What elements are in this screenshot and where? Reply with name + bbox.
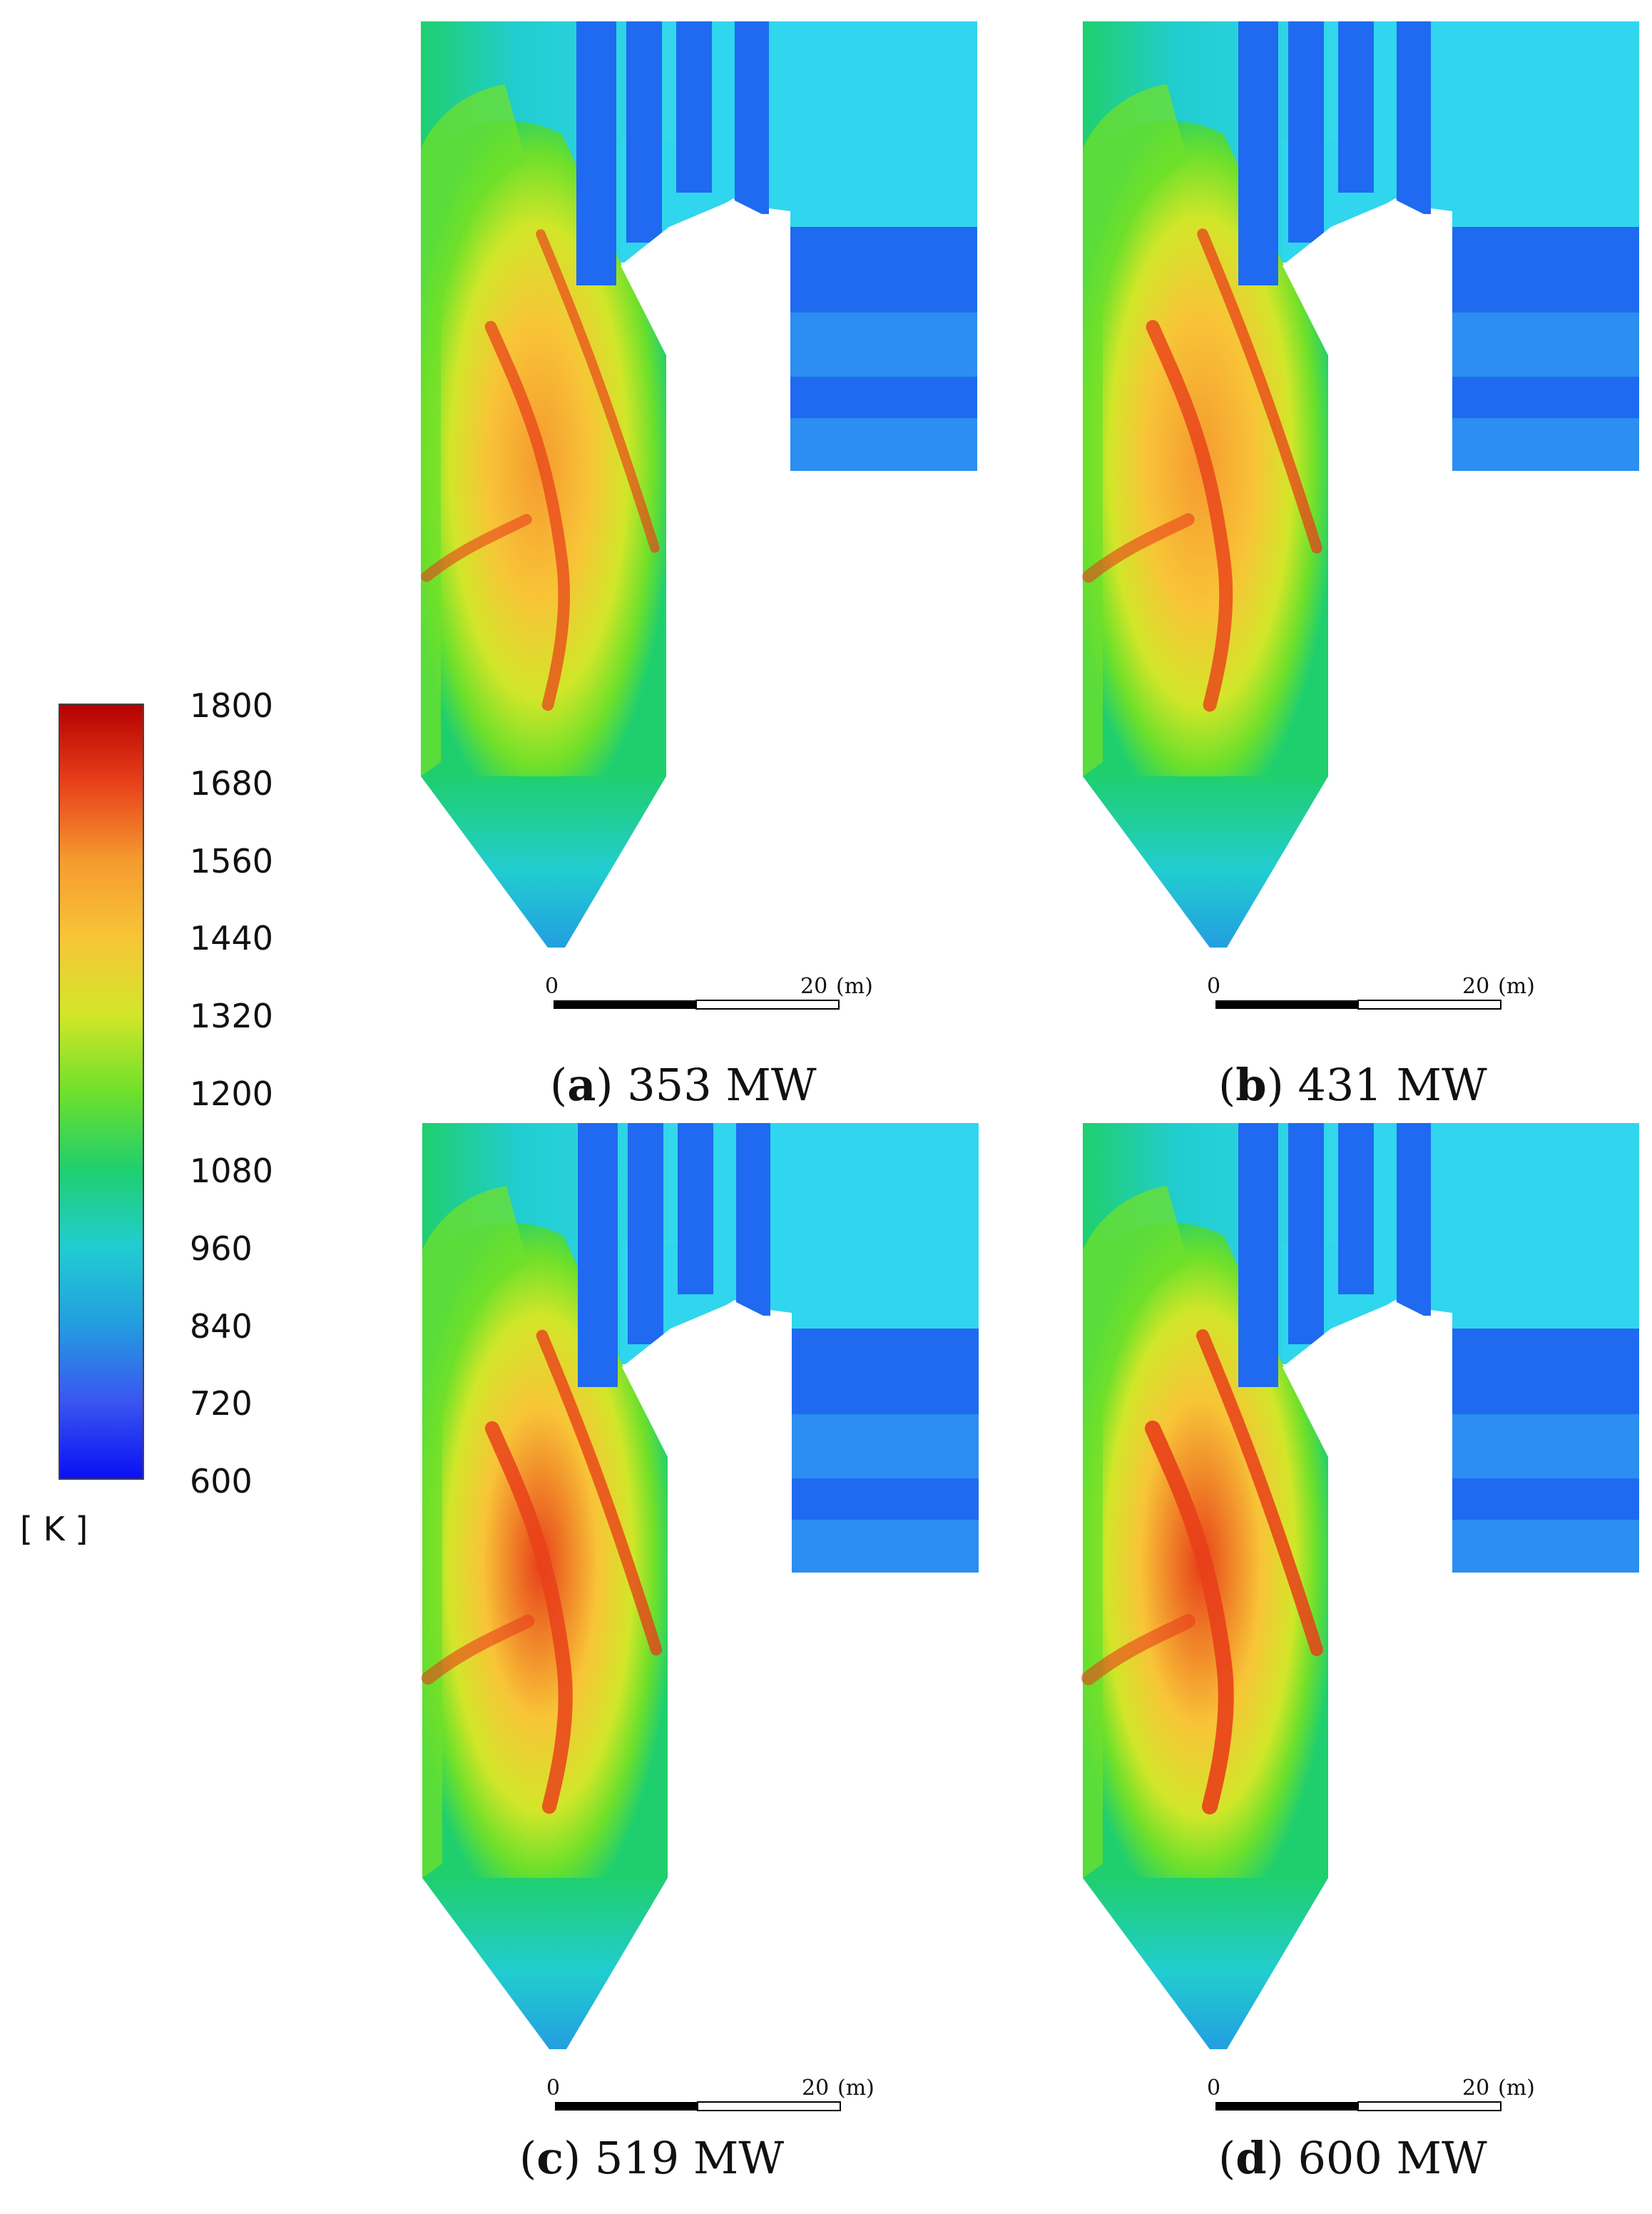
panel-d: 0 20 (m) (d) 600 MW [1081,1122,1652,2180]
panel-letter: c [536,2132,564,2184]
scale-start: 0 [1207,2076,1221,2101]
panel-c: 0 20 (m) (c) 519 MW [421,1122,991,2180]
panel-caption: (a) 353 MW [550,1059,817,1111]
furnace-shape [1081,1123,1639,2049]
legend-tick: 600 [190,1462,253,1500]
panel-caption: (b) 431 MW [1218,1059,1487,1111]
scale-unit: (m) [836,974,873,999]
scale-start: 0 [545,974,559,999]
legend-tick: 1440 [190,919,274,958]
scale-end: 20 [1462,2076,1490,2101]
scale-unit: (m) [837,2076,875,2101]
scale-end: 20 [802,2076,830,2101]
scale-start: 0 [546,2076,561,2101]
legend-unit: [ K ] [20,1510,88,1548]
scale-unit: (m) [1498,974,1535,999]
legend-tick: 840 [190,1307,253,1346]
scale-end: 20 [800,974,828,999]
panel-caption: (d) 600 MW [1218,2132,1487,2184]
furnace-contour-c [421,1123,979,2111]
scale-bar [1215,2101,1501,2111]
legend-tick: 1200 [190,1075,274,1113]
scale-bar [554,1000,840,1010]
panel-caption: (c) 519 MW [519,2132,785,2184]
legend-tick: 1560 [190,842,274,880]
panel-letter: d [1235,2132,1267,2184]
legend-tick: 1320 [190,997,274,1035]
legend-tick: 960 [190,1229,253,1268]
color-legend-bar [58,704,144,1480]
scale-bar [555,2101,841,2111]
furnace-shape [421,1123,979,2049]
legend-tick: 1800 [190,686,274,725]
legend-tick: 720 [190,1384,253,1423]
scale-unit: (m) [1498,2076,1535,2101]
panel-label: 353 MW [627,1059,817,1111]
furnace-contour-a [421,21,977,1010]
furnace-contour-d [1081,1123,1639,2111]
legend-tick: 1080 [190,1152,274,1190]
furnace-shape [1082,21,1639,948]
scale-end: 20 [1462,974,1490,999]
scale-bar [1215,1000,1501,1010]
furnace-shape [421,21,977,948]
panel-label: 519 MW [594,2132,785,2184]
panel-b: 0 20 (m) (b) 431 MW [1081,20,1652,1107]
legend-tick: 1680 [190,764,274,803]
furnace-contour-b [1082,21,1639,1010]
scale-start: 0 [1207,974,1221,999]
panel-a: 0 20 (m) (a) 353 MW [419,20,990,1107]
panel-label: 600 MW [1297,2132,1487,2184]
panel-letter: a [567,1059,596,1111]
panel-label: 431 MW [1297,1059,1487,1111]
panel-letter: b [1235,1059,1267,1111]
